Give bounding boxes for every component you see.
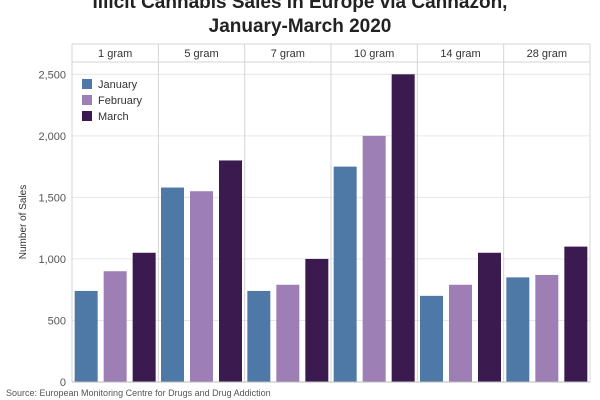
bar — [478, 252, 501, 382]
bar — [449, 284, 472, 382]
legend-swatch — [82, 79, 92, 89]
y-tick-label: 0 — [60, 377, 66, 389]
bar — [219, 160, 242, 382]
category-header-label: 14 gram — [440, 48, 480, 60]
bar — [535, 274, 559, 382]
bar — [333, 166, 357, 382]
y-tick-label: 1,500 — [38, 192, 66, 204]
y-tick-label: 2,500 — [38, 69, 66, 81]
legend-swatch — [82, 95, 92, 105]
bar — [305, 258, 329, 382]
source-note: Source: European Monitoring Centre for D… — [6, 388, 271, 398]
y-tick-label: 1,000 — [38, 254, 66, 266]
chart-title: Illicit Cannabis Sales in Europe via Can… — [0, 0, 600, 39]
category-header-label: 7 gram — [271, 48, 305, 60]
bar — [190, 191, 213, 382]
bar — [247, 290, 271, 382]
y-axis-label: Number of Sales — [18, 185, 29, 259]
bar — [420, 295, 443, 382]
bar — [506, 277, 530, 382]
category-header-label: 10 gram — [354, 48, 394, 60]
legend-swatch — [82, 111, 92, 121]
legend-label: January — [98, 79, 138, 91]
legend: January February March — [82, 79, 143, 123]
bar — [132, 252, 156, 382]
y-tick-label: 500 — [48, 315, 66, 327]
chart-title-line-2: January-March 2020 — [208, 16, 392, 37]
bar — [362, 135, 386, 382]
bar — [391, 74, 415, 383]
legend-label: February — [98, 95, 143, 107]
y-tick-label: 2,000 — [38, 131, 66, 143]
category-header-label: 5 gram — [184, 48, 218, 60]
bar — [74, 290, 98, 382]
category-header-label: 28 gram — [527, 48, 567, 60]
category-header-label: 1 gram — [98, 48, 132, 60]
chart-title-line-1: Illicit Cannabis Sales in Europe via Can… — [92, 0, 508, 13]
legend-label: March — [98, 111, 129, 123]
bar — [103, 271, 127, 382]
bar — [564, 246, 588, 382]
bar — [161, 187, 184, 382]
bar — [276, 284, 300, 382]
